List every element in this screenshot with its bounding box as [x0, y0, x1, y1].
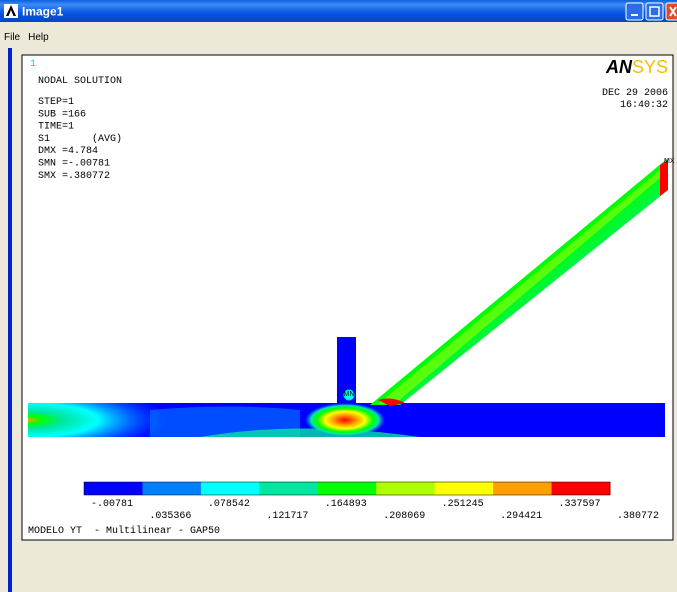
menu-item[interactable]: File — [4, 32, 21, 43]
title-bar — [0, 0, 677, 22]
logo-bold: AN — [605, 57, 633, 77]
legend-swatch — [259, 482, 318, 495]
info-line: SMX =.380772 — [38, 171, 110, 182]
legend-swatch — [201, 482, 260, 495]
logo-light: SYS — [632, 57, 668, 77]
screen: Image1 FileHelp 1 NODAL SOLUTION STEP=1S… — [0, 0, 677, 592]
legend-swatch — [142, 482, 201, 495]
info-line: TIME=1 — [38, 122, 74, 133]
legend-label: .208069 — [383, 511, 425, 522]
info-line: SMN =-.00781 — [38, 159, 110, 170]
legend-swatch — [318, 482, 377, 495]
legend-label: .337597 — [559, 499, 601, 510]
info-line: STEP=1 — [38, 97, 74, 108]
logo: ANSYS — [605, 57, 668, 77]
time: 16:40:32 — [620, 100, 668, 111]
minimize-button[interactable] — [626, 3, 643, 20]
window-title: Image1 — [22, 5, 64, 19]
menu-item[interactable]: Help — [28, 32, 49, 43]
plot-header: NODAL SOLUTION — [38, 76, 122, 87]
legend-label: .035366 — [149, 511, 191, 522]
legend-swatch — [552, 482, 611, 495]
legend-label: -.00781 — [91, 499, 133, 510]
legend-label: .078542 — [208, 499, 250, 510]
max-marker: MX — [664, 158, 675, 165]
plot-panel — [22, 55, 673, 540]
contour-hotspot — [305, 403, 385, 437]
close-button[interactable] — [666, 3, 677, 20]
date: DEC 29 2006 — [602, 88, 668, 99]
maximize-button[interactable] — [646, 3, 663, 20]
footer: MODELO YT - Multilinear - GAP50 — [28, 525, 220, 537]
contour-tip — [660, 160, 668, 196]
legend-swatch — [435, 482, 494, 495]
window-number: 1 — [30, 59, 36, 70]
side-strip — [8, 48, 12, 592]
legend-label: .251245 — [442, 499, 484, 510]
legend-swatch — [84, 482, 143, 495]
menu-bar — [0, 22, 677, 44]
legend-swatch — [376, 482, 435, 495]
minimize-glyph — [631, 14, 638, 16]
info-line: SUB =166 — [38, 109, 86, 120]
info-line: DMX =4.784 — [38, 146, 98, 157]
legend-swatch — [493, 482, 552, 495]
min-marker: MN — [344, 391, 355, 398]
legend-label: .380772 — [617, 511, 659, 522]
legend-label: .121717 — [266, 511, 308, 522]
legend-label: .164893 — [325, 499, 367, 510]
info-line: S1 (AVG) — [38, 133, 122, 145]
contour-left — [28, 403, 168, 437]
legend-label: .294421 — [500, 511, 542, 522]
